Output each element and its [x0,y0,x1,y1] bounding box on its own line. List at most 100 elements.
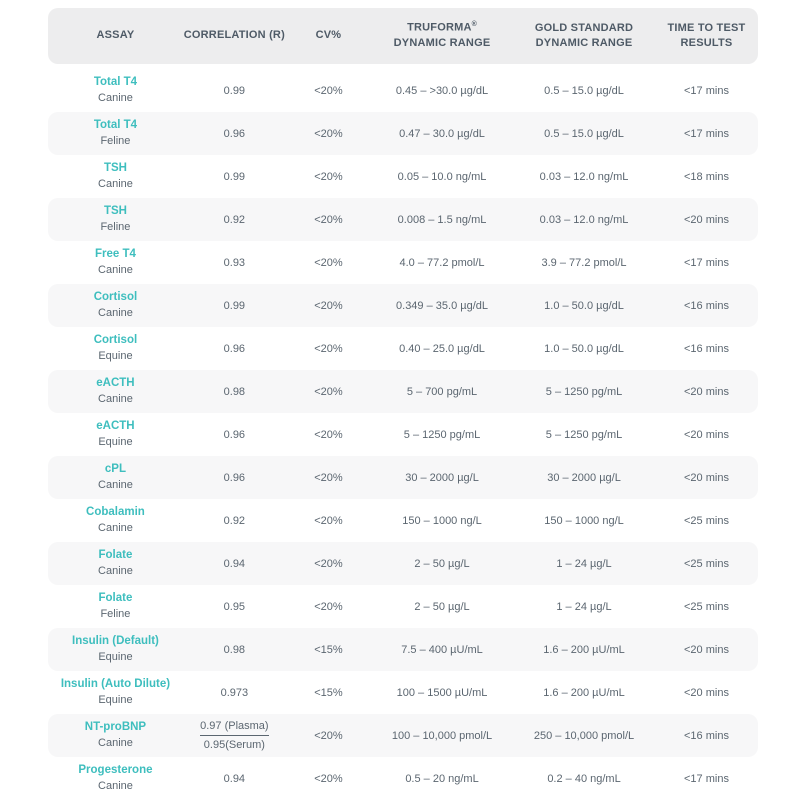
assay-cell: Total T4 Feline [48,118,183,148]
assay-name: Insulin (Auto Dilute) [60,678,171,691]
assay-species: Canine [98,779,133,792]
correlation-value: 0.98 [223,385,246,398]
gold-range-value: 0.2 – 40 ng/mL [547,772,621,785]
time-value: <20 mins [684,428,729,441]
time-value: <17 mins [684,84,729,97]
assay-name: TSH [103,205,127,218]
truforma-range-value: 2 – 50 µg/L [414,557,470,570]
correlation-value: 0.94 [223,557,246,570]
table-header: ASSAY CORRELATION (R) CV% TRUFORMA® DYNA… [48,8,758,64]
time-value: <20 mins [684,213,729,226]
assay-species: Canine [98,392,133,405]
gold-range-value: 1.6 – 200 µU/mL [543,643,625,656]
cv-value: <20% [314,213,343,226]
gold-range-value: 1 – 24 µg/L [556,600,612,613]
time-value: <16 mins [684,299,729,312]
correlation-plasma-value: 0.97 (Plasma) [200,720,269,736]
assay-species: Canine [98,478,133,491]
correlation-value: 0.99 [223,84,246,97]
assay-species: Canine [98,736,133,749]
header-assay: ASSAY [96,29,135,42]
table-row-tsh-feline: TSH Feline 0.92 <20% 0.008 – 1.5 ng/mL 0… [48,198,758,241]
assay-name: Cortisol [93,291,138,304]
assay-species: Equine [98,650,133,663]
assay-species: Canine [98,263,133,276]
assay-name: Insulin (Default) [72,635,159,648]
table-row-tsh-canine: TSH Canine 0.99 <20% 0.05 – 10.0 ng/mL 0… [48,155,758,198]
gold-range-value: 1.0 – 50.0 µg/dL [544,342,624,355]
time-value: <16 mins [684,729,729,742]
cv-value: <20% [314,127,343,140]
truforma-range-value: 0.40 – 25.0 µg/dL [399,342,485,355]
assay-name: cPL [104,463,126,476]
assay-name: Total T4 [93,119,138,132]
assay-name: Free T4 [94,248,136,261]
truforma-range-value: 0.47 – 30.0 µg/dL [399,127,485,140]
correlation-value: 0.96 [223,342,246,355]
header-gold-line1: GOLD STANDARD [534,21,634,34]
assay-species: Canine [98,177,133,190]
cv-value: <20% [314,600,343,613]
truforma-range-value: 100 – 1500 µU/mL [396,686,488,699]
time-value: <25 mins [684,557,729,570]
truforma-range-value: 0.349 – 35.0 µg/dL [396,299,488,312]
assay-species: Feline [100,134,131,147]
truforma-range-value: 30 – 2000 µg/L [405,471,479,484]
assay-name: eACTH [96,377,135,390]
time-value: <17 mins [684,772,729,785]
table-row-cobalamin-canine: Cobalamin Canine 0.92 <20% 150 – 1000 ng… [48,499,758,542]
assay-species: Equine [98,693,133,706]
table-row-folate-feline: Folate Feline 0.95 <20% 2 – 50 µg/L 1 – … [48,585,758,628]
truforma-range-value: 0.5 – 20 ng/mL [405,772,479,785]
truforma-range-value: 5 – 1250 pg/mL [403,428,481,441]
table-row-cpl-canine: cPL Canine 0.96 <20% 30 – 2000 µg/L 30 –… [48,456,758,499]
assay-species: Canine [98,306,133,319]
assay-cell: TSH Feline [48,204,183,234]
cv-value: <20% [314,342,343,355]
gold-range-value: 250 – 10,000 pmol/L [533,729,635,742]
gold-range-value: 3.9 – 77.2 pmol/L [541,256,627,269]
registered-mark: ® [471,21,477,29]
assay-cell: NT-proBNP Canine [48,720,183,750]
gold-range-value: 0.5 – 15.0 µg/dL [544,127,624,140]
assay-name: Cortisol [93,334,138,347]
assay-cell: Free T4 Canine [48,247,183,277]
assay-name: TSH [103,162,127,175]
assay-name: Folate [98,592,133,605]
table-row-cortisol-equine: Cortisol Equine 0.96 <20% 0.40 – 25.0 µg… [48,327,758,370]
assay-cell: Folate Canine [48,548,183,578]
header-truforma-range: TRUFORMA® DYNAMIC RANGE [371,20,513,51]
cv-value: <20% [314,170,343,183]
assay-species: Canine [98,564,133,577]
assay-species: Canine [98,91,133,104]
header-truforma-line2: DYNAMIC RANGE [393,37,491,50]
assay-name: Progesterone [78,764,153,777]
table-row-insulin-default-equine: Insulin (Default) Equine 0.98 <15% 7.5 –… [48,628,758,671]
assay-cell: Total T4 Canine [48,75,183,105]
cv-value: <20% [314,299,343,312]
header-time-line2: RESULTS [680,37,733,49]
header-correlation: CORRELATION (R) [183,29,285,42]
cv-value: <20% [314,557,343,570]
assay-name: eACTH [96,420,135,433]
gold-range-value: 1.6 – 200 µU/mL [543,686,625,699]
cv-value: <20% [314,84,343,97]
cv-value: <20% [314,385,343,398]
time-value: <17 mins [684,127,729,140]
table-row-nt-probnp-canine: NT-proBNP Canine 0.97 (Plasma) 0.95(Seru… [48,714,758,757]
gold-range-value: 5 – 1250 pg/mL [545,428,623,441]
cv-value: <20% [314,772,343,785]
table-row-free-t4-canine: Free T4 Canine 0.93 <20% 4.0 – 77.2 pmol… [48,241,758,284]
assay-name: Total T4 [93,76,138,89]
cv-value: <15% [314,686,343,699]
cv-value: <20% [314,471,343,484]
assay-name: Folate [98,549,133,562]
time-value: <20 mins [684,643,729,656]
truforma-range-value: 5 – 700 pg/mL [406,385,478,398]
header-gold-line2: DYNAMIC RANGE [535,37,633,49]
cv-value: <20% [314,428,343,441]
correlation-serum-value: 0.95(Serum) [203,739,265,751]
correlation-value: 0.93 [223,256,246,269]
header-truforma-line1: TRUFORMA [407,21,472,34]
table-row-eacth-canine: eACTH Canine 0.98 <20% 5 – 700 pg/mL 5 –… [48,370,758,413]
